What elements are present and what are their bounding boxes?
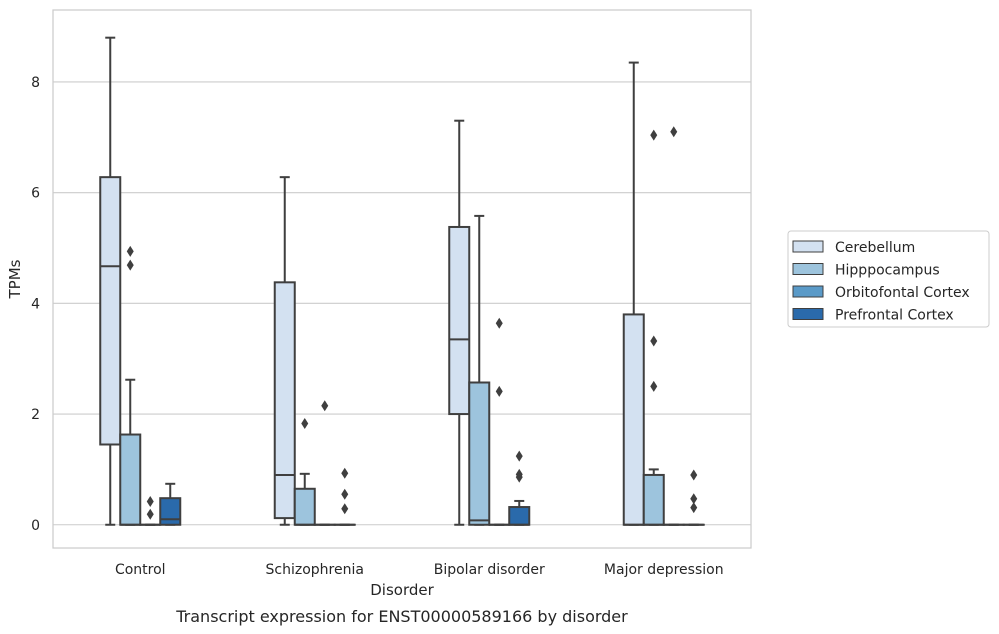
boxes: [99, 36, 705, 526]
legend-swatch: [792, 263, 824, 275]
legend-swatch: [792, 240, 824, 253]
x-axis-label: Disorder: [370, 581, 434, 599]
x-tick-label: Schizophrenia: [266, 562, 364, 578]
box-group: [642, 129, 665, 526]
box-group: [159, 482, 182, 526]
legend-box: [787, 230, 990, 328]
legend: Cerebellum Hipppocampus Orbitofontal Corte…: [787, 230, 990, 328]
box-group: [293, 417, 316, 526]
outlier-point: [650, 335, 658, 347]
y-tick-label: 8: [31, 75, 40, 91]
box-iqr: [448, 225, 471, 416]
box-group: [273, 176, 296, 526]
y-tick-label: 0: [31, 518, 40, 534]
grid-lines: [53, 81, 751, 526]
outlier-point: [495, 385, 503, 397]
outlier-point: [341, 503, 349, 515]
outlier-point: [146, 496, 154, 508]
outlier-point: [301, 417, 309, 429]
legend-swatch: [792, 285, 824, 298]
box-iqr: [622, 313, 645, 526]
x-tick-label: Major depression: [604, 562, 724, 578]
box-iqr: [508, 506, 531, 526]
outlier-point: [690, 493, 698, 505]
y-axis-label: TPMs: [6, 259, 24, 299]
box-group: [99, 36, 122, 526]
box-group: [139, 496, 162, 526]
box-iqr: [273, 281, 296, 520]
legend-label: Orbitofontal Cortex: [835, 285, 970, 301]
box-group: [468, 214, 491, 526]
legend-label: Prefrontal Cortex: [835, 308, 954, 324]
box-iqr: [468, 381, 491, 526]
box-group: [622, 61, 645, 526]
outlier-point: [321, 400, 329, 412]
box-iqr: [293, 487, 316, 526]
legend-label: Cerebellum: [835, 240, 915, 256]
outlier-point: [670, 126, 678, 138]
box-group: [488, 317, 511, 526]
box-iqr: [159, 497, 182, 526]
box-group: [119, 245, 142, 526]
y-tick-label: 4: [31, 296, 40, 312]
y-axis-ticks: 0 2 4 6 8: [31, 75, 40, 534]
outlier-point: [515, 450, 523, 462]
outlier-point: [126, 259, 134, 271]
y-tick-label: 6: [31, 186, 40, 202]
box-group: [662, 126, 685, 526]
y-tick-label: 2: [31, 407, 40, 423]
outlier-point: [690, 469, 698, 481]
x-axis-ticks: Control Schizophrenia Bipolar disorder Majo…: [115, 562, 724, 578]
x-tick-label: Control: [115, 562, 166, 578]
outlier-point: [146, 508, 154, 520]
box-group: [508, 450, 531, 526]
box-group: [313, 400, 336, 526]
outlier-point: [690, 502, 698, 514]
outlier-point: [126, 245, 134, 257]
box-iqr: [642, 473, 665, 526]
box-group: [682, 469, 705, 526]
outlier-point: [341, 467, 349, 479]
box-iqr: [119, 433, 142, 526]
chart-caption: Transcript expression for ENST0000058916…: [175, 607, 628, 626]
plot-frame: [52, 9, 752, 549]
outlier-point: [495, 317, 503, 329]
x-tick-label: Bipolar disorder: [434, 562, 545, 578]
box-group: [448, 119, 471, 526]
legend-label: Hipppocampus: [835, 263, 940, 279]
box-iqr: [99, 176, 122, 446]
outlier-point: [341, 488, 349, 500]
outlier-point: [650, 380, 658, 392]
box-group: [333, 467, 356, 526]
outlier-point: [515, 471, 523, 483]
legend-swatch: [792, 308, 824, 320]
outlier-point: [650, 129, 658, 141]
